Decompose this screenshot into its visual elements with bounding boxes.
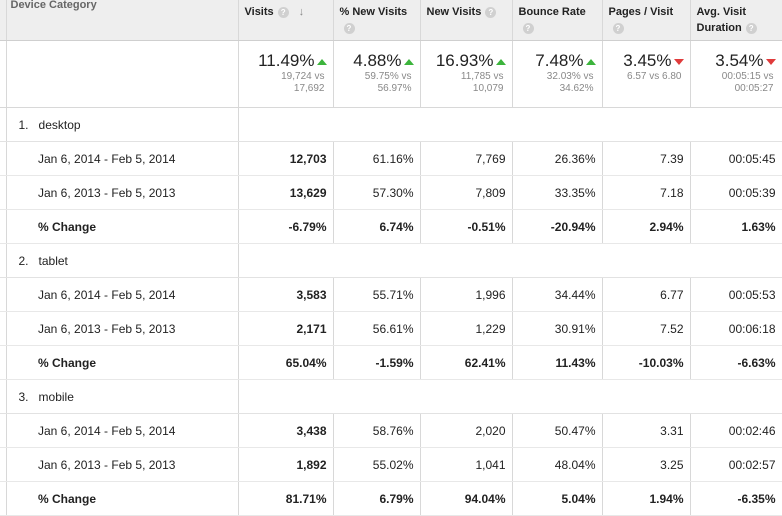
trend-up-icon bbox=[403, 58, 414, 65]
help-icon[interactable]: ? bbox=[485, 6, 497, 18]
group-row-tablet[interactable]: 2. tablet bbox=[0, 243, 782, 278]
table-row: Jan 6, 2013 - Feb 5, 2013 1,892 55.02% 1,0… bbox=[0, 447, 782, 482]
summary-visits: 11.49% 19,724 vs 17,692 bbox=[238, 40, 334, 108]
dimension-header[interactable]: Device Category bbox=[10, 0, 97, 11]
summary-row: 11.49% 19,724 vs 17,692 4.88% 59.75% vs 56.9… bbox=[0, 40, 782, 108]
group-label[interactable]: mobile bbox=[38, 389, 74, 404]
col-header-bounce-rate[interactable]: Bounce Rate? bbox=[512, 0, 603, 41]
help-icon[interactable]: ? bbox=[343, 22, 355, 34]
percent-change-row: % Change 81.71% 6.79% 94.04% 5.04% 1.94% -6.3… bbox=[0, 481, 782, 516]
group-row-desktop[interactable]: 1. desktop bbox=[0, 107, 782, 142]
summary-pages-visit: 3.45% 6.57 vs 6.80 bbox=[602, 40, 691, 108]
percent-change-row: % Change 65.04% -1.59% 62.41% 11.43% -10.03%… bbox=[0, 345, 782, 380]
group-row-mobile[interactable]: 3. mobile bbox=[0, 379, 782, 414]
col-header-new-visits-pct[interactable]: % New Visits? bbox=[333, 0, 421, 41]
table-row: Jan 6, 2013 - Feb 5, 2013 13,629 57.30% 7,… bbox=[0, 175, 782, 210]
summary-avg-duration: 3.54% 00:05:15 vs 00:05:27 bbox=[690, 40, 782, 108]
summary-new-visits-pct: 4.88% 59.75% vs 56.97% bbox=[333, 40, 421, 108]
col-header-avg-duration[interactable]: Avg. Visit Duration? bbox=[690, 0, 782, 41]
trend-up-icon bbox=[585, 58, 596, 65]
summary-bounce-rate: 7.48% 32.03% vs 34.62% bbox=[512, 40, 603, 108]
help-icon[interactable]: ? bbox=[277, 6, 289, 18]
group-label[interactable]: desktop bbox=[38, 117, 81, 132]
table-row: Jan 6, 2014 - Feb 5, 2014 12,703 61.16% 7,… bbox=[0, 141, 782, 176]
help-icon[interactable]: ? bbox=[612, 22, 624, 34]
col-header-pages-visit[interactable]: Pages / Visit? bbox=[602, 0, 691, 41]
percent-change-row: % Change -6.79% 6.74% -0.51% -20.94% 2.94% 1.… bbox=[0, 209, 782, 244]
group-label[interactable]: tablet bbox=[38, 253, 68, 268]
header-row: Device Category Visits? ↓ % New Visits? N… bbox=[0, 0, 782, 41]
col-header-new-visits[interactable]: New Visits? bbox=[420, 0, 513, 41]
table-row: Jan 6, 2014 - Feb 5, 2014 3,583 55.71% 1,9… bbox=[0, 277, 782, 312]
col-header-visits[interactable]: Visits? ↓ bbox=[238, 0, 334, 41]
table-row: Jan 6, 2014 - Feb 5, 2014 3,438 58.76% 2,0… bbox=[0, 413, 782, 448]
trend-down-icon bbox=[765, 58, 776, 65]
help-icon[interactable]: ? bbox=[745, 22, 757, 34]
help-icon[interactable]: ? bbox=[522, 22, 534, 34]
trend-up-icon bbox=[495, 58, 506, 65]
trend-down-icon bbox=[673, 58, 684, 65]
table-row: Jan 6, 2013 - Feb 5, 2013 2,171 56.61% 1,2… bbox=[0, 311, 782, 346]
trend-up-icon bbox=[316, 58, 327, 65]
summary-new-visits: 16.93% 11,785 vs 10,079 bbox=[420, 40, 513, 108]
sort-desc-icon[interactable]: ↓ bbox=[298, 6, 305, 18]
